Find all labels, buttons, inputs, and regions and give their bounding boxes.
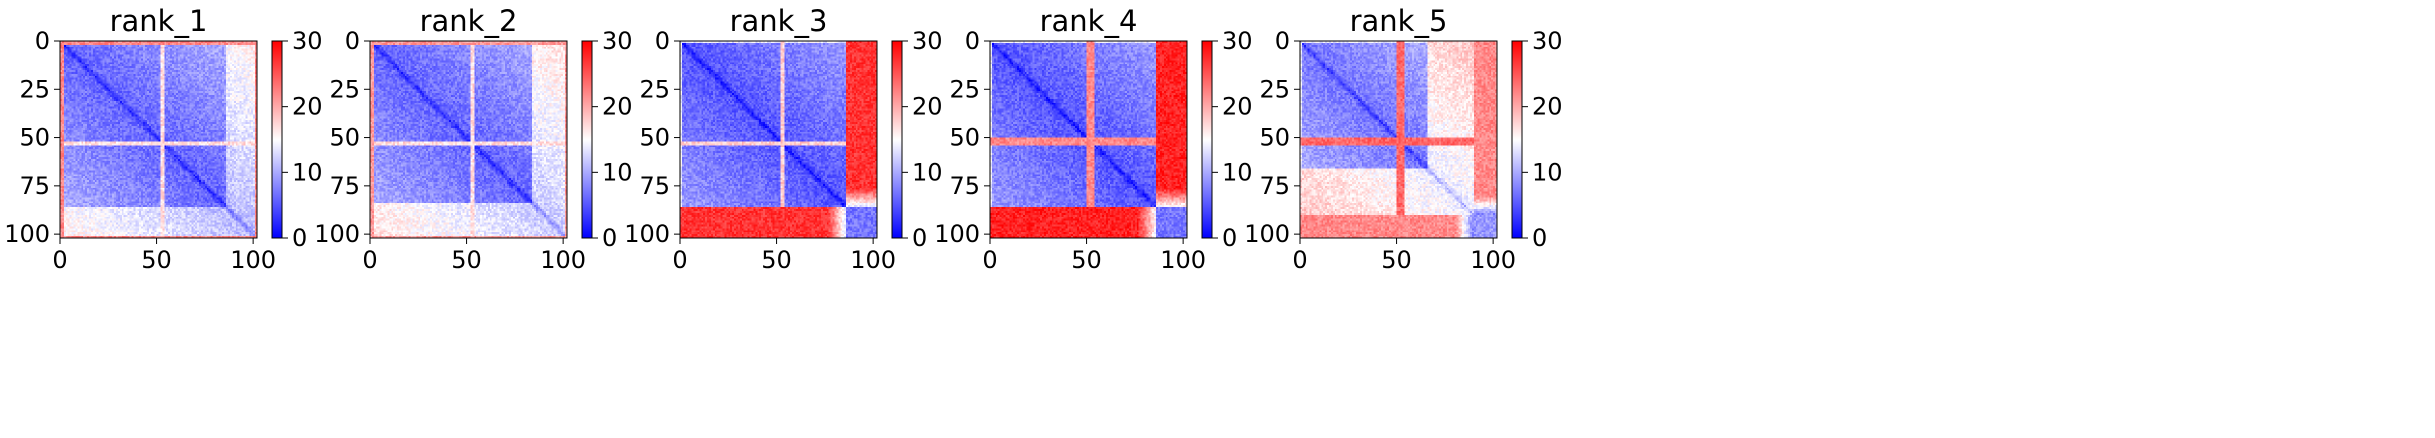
heatmap-cell bbox=[122, 47, 124, 49]
heatmap-cell bbox=[95, 47, 97, 49]
heatmap-cell bbox=[207, 60, 209, 62]
heatmap-cell bbox=[164, 47, 166, 49]
heatmap-cell bbox=[122, 60, 124, 62]
heatmap-cell bbox=[79, 60, 81, 62]
heatmap-cell bbox=[193, 60, 195, 62]
heatmap-cell bbox=[151, 47, 153, 49]
heatmap-cell bbox=[249, 60, 251, 62]
heatmap-cell bbox=[207, 47, 209, 49]
heatmap-cell bbox=[95, 60, 97, 62]
heatmap-cell bbox=[164, 60, 166, 62]
heatmap-cell bbox=[178, 60, 180, 62]
heatmap-cell bbox=[236, 47, 238, 49]
panel-title: rank_1 bbox=[110, 4, 208, 38]
heatmap-cell bbox=[108, 60, 110, 62]
heatmap-cell bbox=[108, 47, 110, 49]
heatmap-cell bbox=[220, 60, 222, 62]
heatmap-cell bbox=[137, 47, 139, 49]
heatmap-cell bbox=[236, 60, 238, 62]
heatmap-cells bbox=[60, 41, 257, 238]
heatmap-cell bbox=[220, 47, 222, 49]
heatmap-cell bbox=[151, 60, 153, 62]
heatmap-cell bbox=[66, 47, 68, 49]
heatmap-cell bbox=[66, 60, 68, 62]
heatmap-cell bbox=[137, 60, 139, 62]
heatmap-cell bbox=[79, 47, 81, 49]
heatmap-cell bbox=[178, 47, 180, 49]
heatmap-cell bbox=[249, 47, 251, 49]
heatmap-cell bbox=[193, 47, 195, 49]
